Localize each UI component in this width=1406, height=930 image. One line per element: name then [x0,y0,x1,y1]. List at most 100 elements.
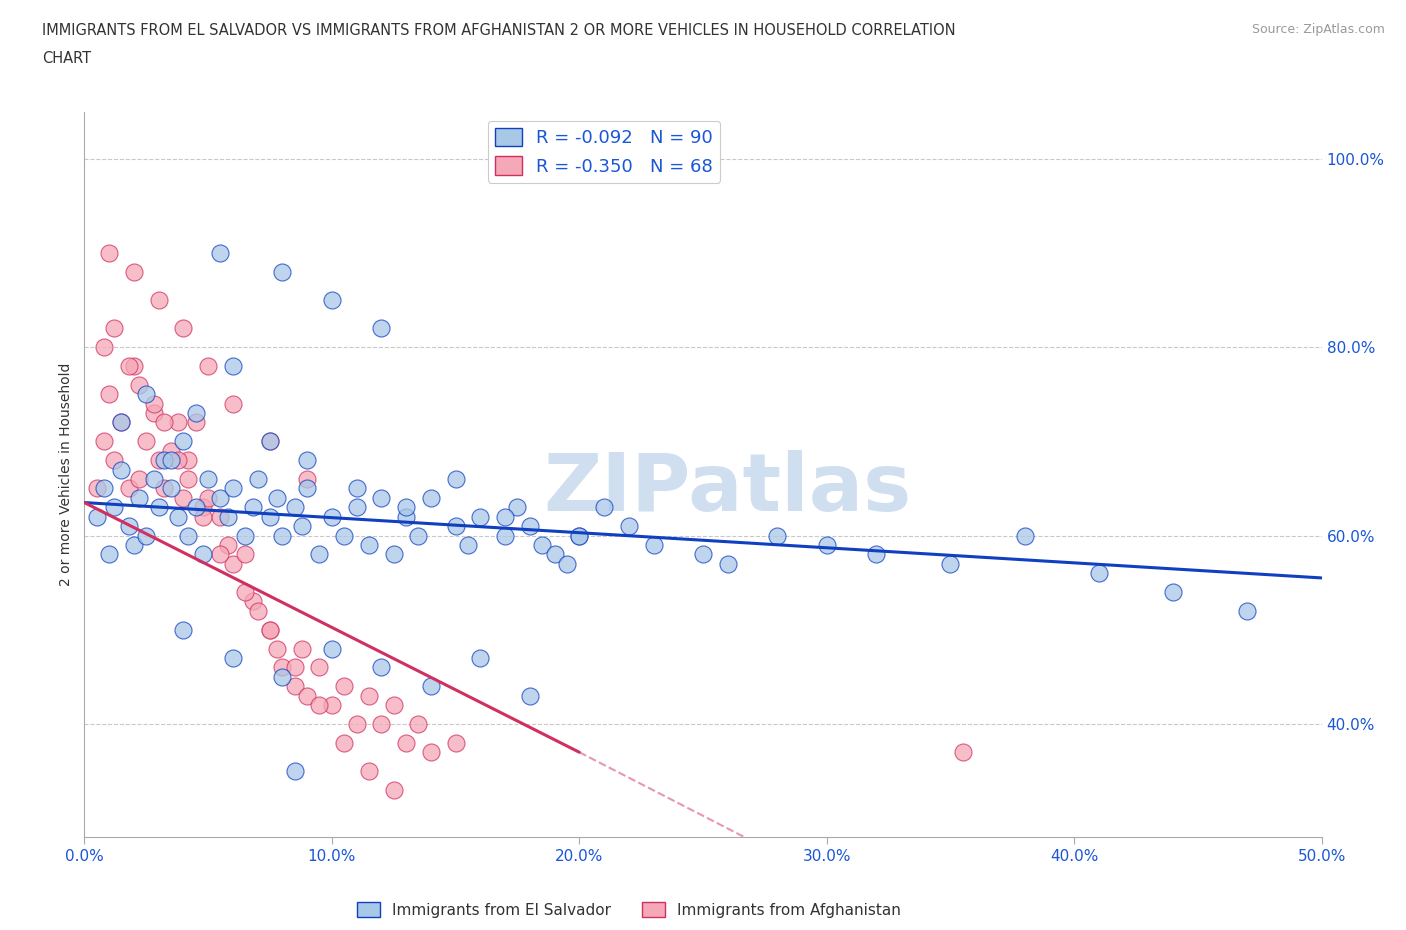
Point [357,688,380,703]
Point [395,499,418,514]
Point [217,538,239,552]
Point [470,510,492,525]
Point [233,528,256,543]
Point [172,434,194,449]
Point [246,604,269,618]
Point [160,481,183,496]
Point [160,453,183,468]
Point [98,246,121,260]
Point [457,538,479,552]
Point [128,378,150,392]
Point [370,716,392,731]
Text: CHART: CHART [42,51,91,66]
Point [128,490,150,505]
Point [118,481,141,496]
Point [167,453,190,468]
Point [142,472,165,486]
Legend: Immigrants from El Salvador, Immigrants from Afghanistan: Immigrants from El Salvador, Immigrants … [352,896,907,923]
Point [222,651,245,666]
Point [308,660,330,675]
Point [86,481,108,496]
Point [142,405,165,420]
Point [222,556,245,571]
Point [419,745,441,760]
Point [233,585,256,600]
Point [408,528,430,543]
Point [209,490,232,505]
Point [259,434,281,449]
Point [103,453,125,468]
Point [103,321,125,336]
Point [184,499,207,514]
Point [118,519,141,534]
Point [494,510,516,525]
Point [295,481,318,496]
Text: IMMIGRANTS FROM EL SALVADOR VS IMMIGRANTS FROM AFGHANISTAN 2 OR MORE VEHICLES IN: IMMIGRANTS FROM EL SALVADOR VS IMMIGRANT… [42,23,956,38]
Point [184,415,207,430]
Point [209,246,232,260]
Point [135,387,157,402]
Point [259,434,281,449]
Point [692,547,714,562]
Point [419,679,441,694]
Point [333,528,356,543]
Point [152,415,174,430]
Point [177,453,200,468]
Point [197,359,219,374]
Point [346,481,368,496]
Point [494,528,516,543]
Point [444,472,467,486]
Point [191,510,214,525]
Point [148,499,170,514]
Point [370,490,392,505]
Point [172,321,194,336]
Point [266,641,288,656]
Point [357,764,380,778]
Point [321,510,343,525]
Point [110,462,132,477]
Point [766,528,789,543]
Point [346,499,368,514]
Point [543,547,565,562]
Point [135,528,157,543]
Point [152,481,174,496]
Point [395,736,418,751]
Point [177,472,200,486]
Point [148,293,170,308]
Point [135,434,157,449]
Point [103,499,125,514]
Point [308,698,330,712]
Point [291,641,314,656]
Point [470,651,492,666]
Point [295,472,318,486]
Point [395,510,418,525]
Point [357,538,380,552]
Point [110,415,132,430]
Point [197,472,219,486]
Point [209,547,232,562]
Point [122,359,145,374]
Point [1236,604,1258,618]
Point [617,519,640,534]
Point [172,490,194,505]
Point [643,538,665,552]
Point [444,519,467,534]
Point [815,538,838,552]
Point [217,510,239,525]
Point [1161,585,1184,600]
Point [284,660,307,675]
Point [197,490,219,505]
Point [1014,528,1036,543]
Point [152,453,174,468]
Point [266,490,288,505]
Point [222,481,245,496]
Point [382,547,405,562]
Point [118,359,141,374]
Point [295,453,318,468]
Point [939,556,962,571]
Point [952,745,974,760]
Point [93,339,115,354]
Point [321,641,343,656]
Point [346,716,368,731]
Point [555,556,578,571]
